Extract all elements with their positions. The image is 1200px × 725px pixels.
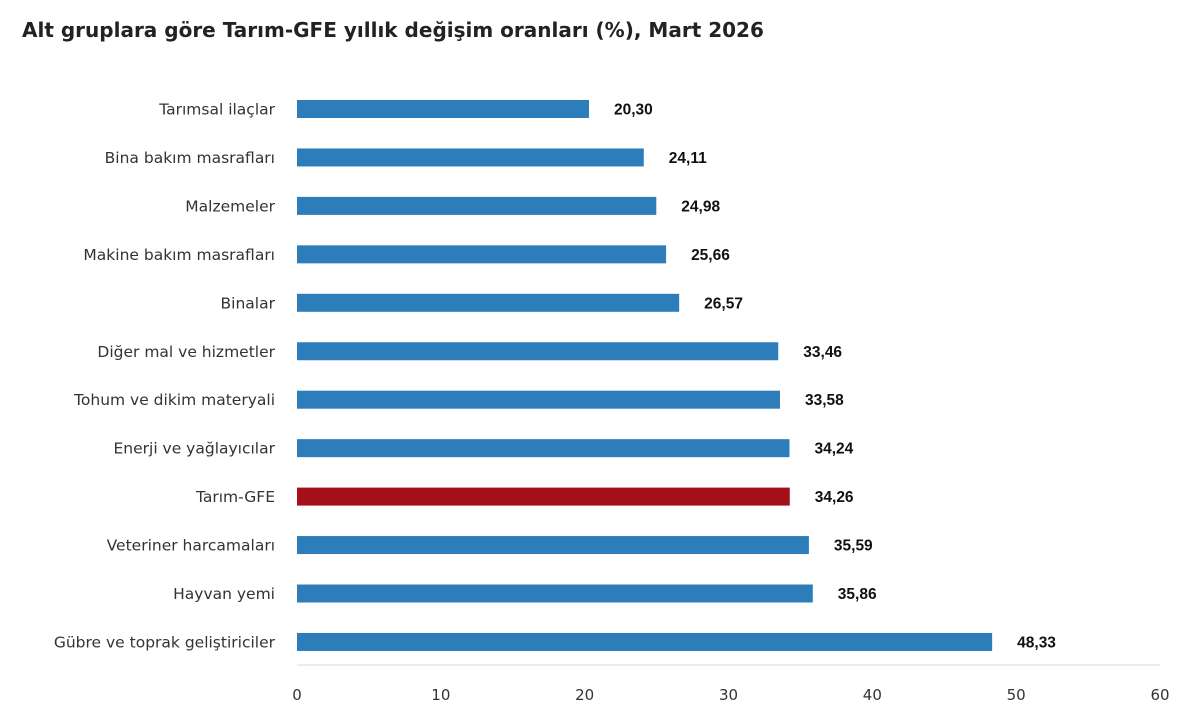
value-labels: 20,30 24,11 24,98 25,66 26,57 33,46 33,58 34,24… bbox=[614, 102, 1056, 652]
bar bbox=[297, 632, 993, 651]
category-labels: Tarımsal ilaçlar Bina bakım masrafları Mal… bbox=[54, 101, 276, 652]
bar bbox=[297, 390, 780, 409]
bar bbox=[297, 293, 680, 312]
value-label: 35,59 bbox=[834, 538, 873, 555]
bar bbox=[297, 196, 657, 215]
category-label: Tarım-GFE bbox=[195, 488, 275, 506]
value-label: 24,11 bbox=[669, 150, 707, 167]
category-label: Binalar bbox=[221, 294, 276, 312]
value-label: 20,30 bbox=[614, 102, 653, 119]
x-axis-ticks: 0 10 20 30 40 50 60 bbox=[292, 686, 1169, 704]
x-tick-label: 50 bbox=[1007, 686, 1026, 704]
bar bbox=[297, 245, 667, 264]
value-label: 24,98 bbox=[681, 198, 720, 215]
x-tick-label: 40 bbox=[863, 686, 882, 704]
category-label: Malzemeler bbox=[185, 197, 275, 215]
bar bbox=[297, 148, 644, 167]
bar bbox=[297, 584, 813, 603]
category-label: Gübre ve toprak geliştiriciler bbox=[54, 633, 276, 651]
category-label: Veteriner harcamaları bbox=[107, 537, 275, 555]
category-label: Hayvan yemi bbox=[173, 585, 275, 603]
category-label: Bina bakım masrafları bbox=[105, 149, 275, 167]
category-label: Makine bakım masrafları bbox=[83, 246, 275, 264]
value-label: 34,26 bbox=[815, 489, 854, 506]
bar bbox=[297, 536, 809, 555]
x-tick-label: 30 bbox=[719, 686, 738, 704]
value-label: 25,66 bbox=[691, 247, 730, 264]
value-label: 33,46 bbox=[803, 344, 842, 361]
x-tick-label: 10 bbox=[431, 686, 450, 704]
bar bbox=[297, 439, 790, 458]
x-tick-label: 20 bbox=[575, 686, 594, 704]
bars-layer bbox=[297, 100, 993, 651]
value-label: 26,57 bbox=[704, 295, 743, 312]
category-label: Tarımsal ilaçlar bbox=[158, 101, 275, 119]
x-tick-label: 0 bbox=[292, 686, 302, 704]
bar bbox=[297, 342, 779, 361]
bar-highlight bbox=[297, 487, 790, 506]
category-label: Diğer mal ve hizmetler bbox=[97, 343, 275, 361]
category-label: Tohum ve dikim materyali bbox=[73, 391, 275, 409]
bar bbox=[297, 100, 589, 118]
x-tick-label: 60 bbox=[1150, 686, 1169, 704]
category-label: Enerji ve yağlayıcılar bbox=[113, 440, 275, 458]
chart-title: Alt gruplara göre Tarım-GFE yıllık değiş… bbox=[22, 18, 764, 42]
value-label: 34,24 bbox=[814, 441, 853, 458]
value-label: 35,86 bbox=[838, 586, 877, 603]
value-label: 33,58 bbox=[805, 392, 844, 409]
value-label: 48,33 bbox=[1017, 634, 1056, 651]
